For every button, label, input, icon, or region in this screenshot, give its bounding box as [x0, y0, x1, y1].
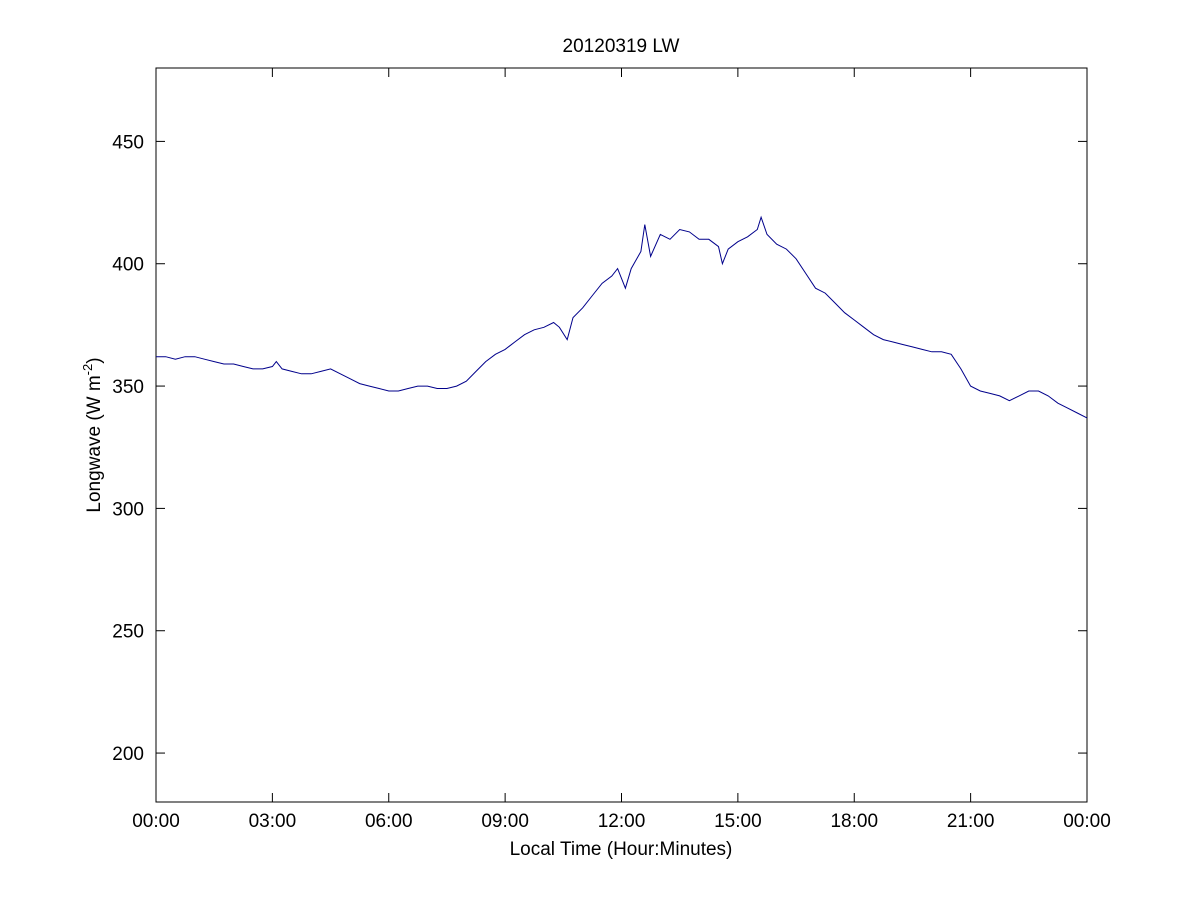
y-tick-label: 200	[112, 744, 144, 765]
y-tick-label: 450	[112, 132, 144, 153]
y-tick-label: 250	[112, 622, 144, 643]
axis-ticks	[155, 68, 1088, 802]
axis-tick-labels: 00:00 03:00 06:00 09:00 12:00 15:00 18:00 21:00…	[112, 132, 1110, 832]
x-tick-label: 03:00	[249, 811, 297, 832]
x-tick-label: 00:00	[1063, 811, 1111, 832]
y-axis-label-main: Longwave (W m	[84, 375, 105, 512]
y-tick-label: 300	[112, 499, 144, 520]
x-tick-label: 00:00	[132, 811, 180, 832]
y-axis-label-superscript: -2	[80, 364, 95, 376]
y-tick-label: 350	[112, 377, 144, 398]
x-tick-label: 06:00	[365, 811, 413, 832]
x-axis-label: Local Time (Hour:Minutes)	[510, 839, 733, 860]
x-tick-label: 21:00	[947, 811, 995, 832]
x-tick-label: 18:00	[830, 811, 878, 832]
x-tick-label: 09:00	[481, 811, 529, 832]
plot-area	[155, 67, 1088, 803]
y-tick-label: 400	[112, 255, 144, 276]
y-axis-label-close: )	[84, 357, 105, 363]
x-tick-label: 12:00	[598, 811, 646, 832]
y-axis-label: Longwave (W m-2)	[80, 357, 105, 512]
x-tick-label: 15:00	[714, 811, 762, 832]
chart-title: 20120319 LW	[563, 36, 680, 57]
longwave-series-line	[156, 215, 1088, 419]
